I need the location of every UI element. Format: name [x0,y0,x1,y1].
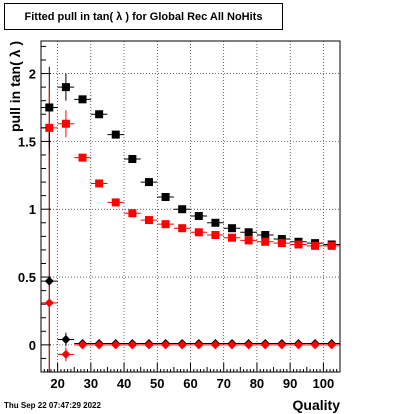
data-point-diamond [144,340,154,350]
data-point-diamond [177,340,187,350]
data-point-diamond [78,340,88,350]
data-point-diamond [44,276,54,286]
y-axis-label: pull in tan( λ ) [7,41,23,132]
data-point-square [111,130,120,139]
data-point-square [61,83,70,92]
data-point-diamond [227,340,237,350]
data-point-square [111,198,120,207]
data-point-diamond [260,340,270,350]
data-point-square [161,220,170,229]
data-point-square [178,224,187,233]
timestamp-label: Thu Sep 22 07:47:29 2022 [4,401,101,410]
data-point-square [144,178,153,187]
y-tick-label: 1 [29,202,36,217]
data-point-square [45,103,54,112]
data-point-square [294,240,303,249]
x-tick-label: 40 [117,376,131,391]
x-tick-label: 50 [150,376,164,391]
data-point-diamond [327,340,337,350]
chart-title: Fitted pull in tan( λ ) for Global Rec A… [24,11,263,23]
x-tick-label: 100 [313,376,335,391]
data-point-square [128,155,137,164]
x-tick-label: 80 [250,376,264,391]
data-point-diamond [194,340,204,350]
data-point-square [244,236,253,245]
data-point-diamond [293,340,303,350]
x-tick-label: 90 [283,376,297,391]
data-point-diamond [244,340,254,350]
data-point-square [178,205,187,214]
data-point-square [45,123,54,132]
data-point-square [128,209,137,218]
x-tick-label: 70 [216,376,230,391]
data-point-square [144,216,153,225]
data-point-square [244,228,253,237]
data-point-square [211,230,220,239]
data-point-square [228,224,237,233]
data-point-square [277,239,286,248]
data-point-square [277,235,286,244]
data-point-square [261,237,270,246]
data-point-square [95,179,104,188]
x-tick-label: 30 [84,376,98,391]
axes: 20 30 40 50 60 70 80 90 100 0 0.5 1 1.5 2 Quality pull … [7,40,341,413]
data-point-square [327,241,336,250]
data-point-square [261,230,270,239]
data-point-diamond [277,340,287,350]
data-point-diamond [61,334,71,344]
data-point-diamond [161,340,171,350]
chart-title-box: Fitted pull in tan( λ ) for Global Rec A… [4,3,283,30]
data-point-square [311,241,320,250]
data-point-diamond [310,340,320,350]
data-point-square [228,233,237,242]
x-axis-label: Quality [293,397,341,413]
y-tick-label: 2 [29,67,36,82]
grid-lines [41,41,340,372]
data-point-square [95,110,104,119]
data-point-square [78,153,87,162]
data-point-diamond [94,340,104,350]
data-point-diamond [44,298,54,308]
y-tick-label: 0 [29,338,36,353]
data-point-square [194,211,203,220]
y-tick-label: 0.5 [18,270,36,285]
data-point-diamond [61,349,71,359]
data-point-square [161,193,170,202]
data-point-diamond [127,340,137,350]
data-point-square [211,218,220,227]
y-tick-label: 1.5 [18,134,36,149]
data-point-square [78,95,87,104]
x-tick-label: 60 [183,376,197,391]
data-point-diamond [111,340,121,350]
data-markers [44,83,337,359]
data-point-square [61,119,70,128]
data-point-diamond [210,340,220,350]
data-point-square [194,228,203,237]
x-tick-label: 20 [50,376,64,391]
